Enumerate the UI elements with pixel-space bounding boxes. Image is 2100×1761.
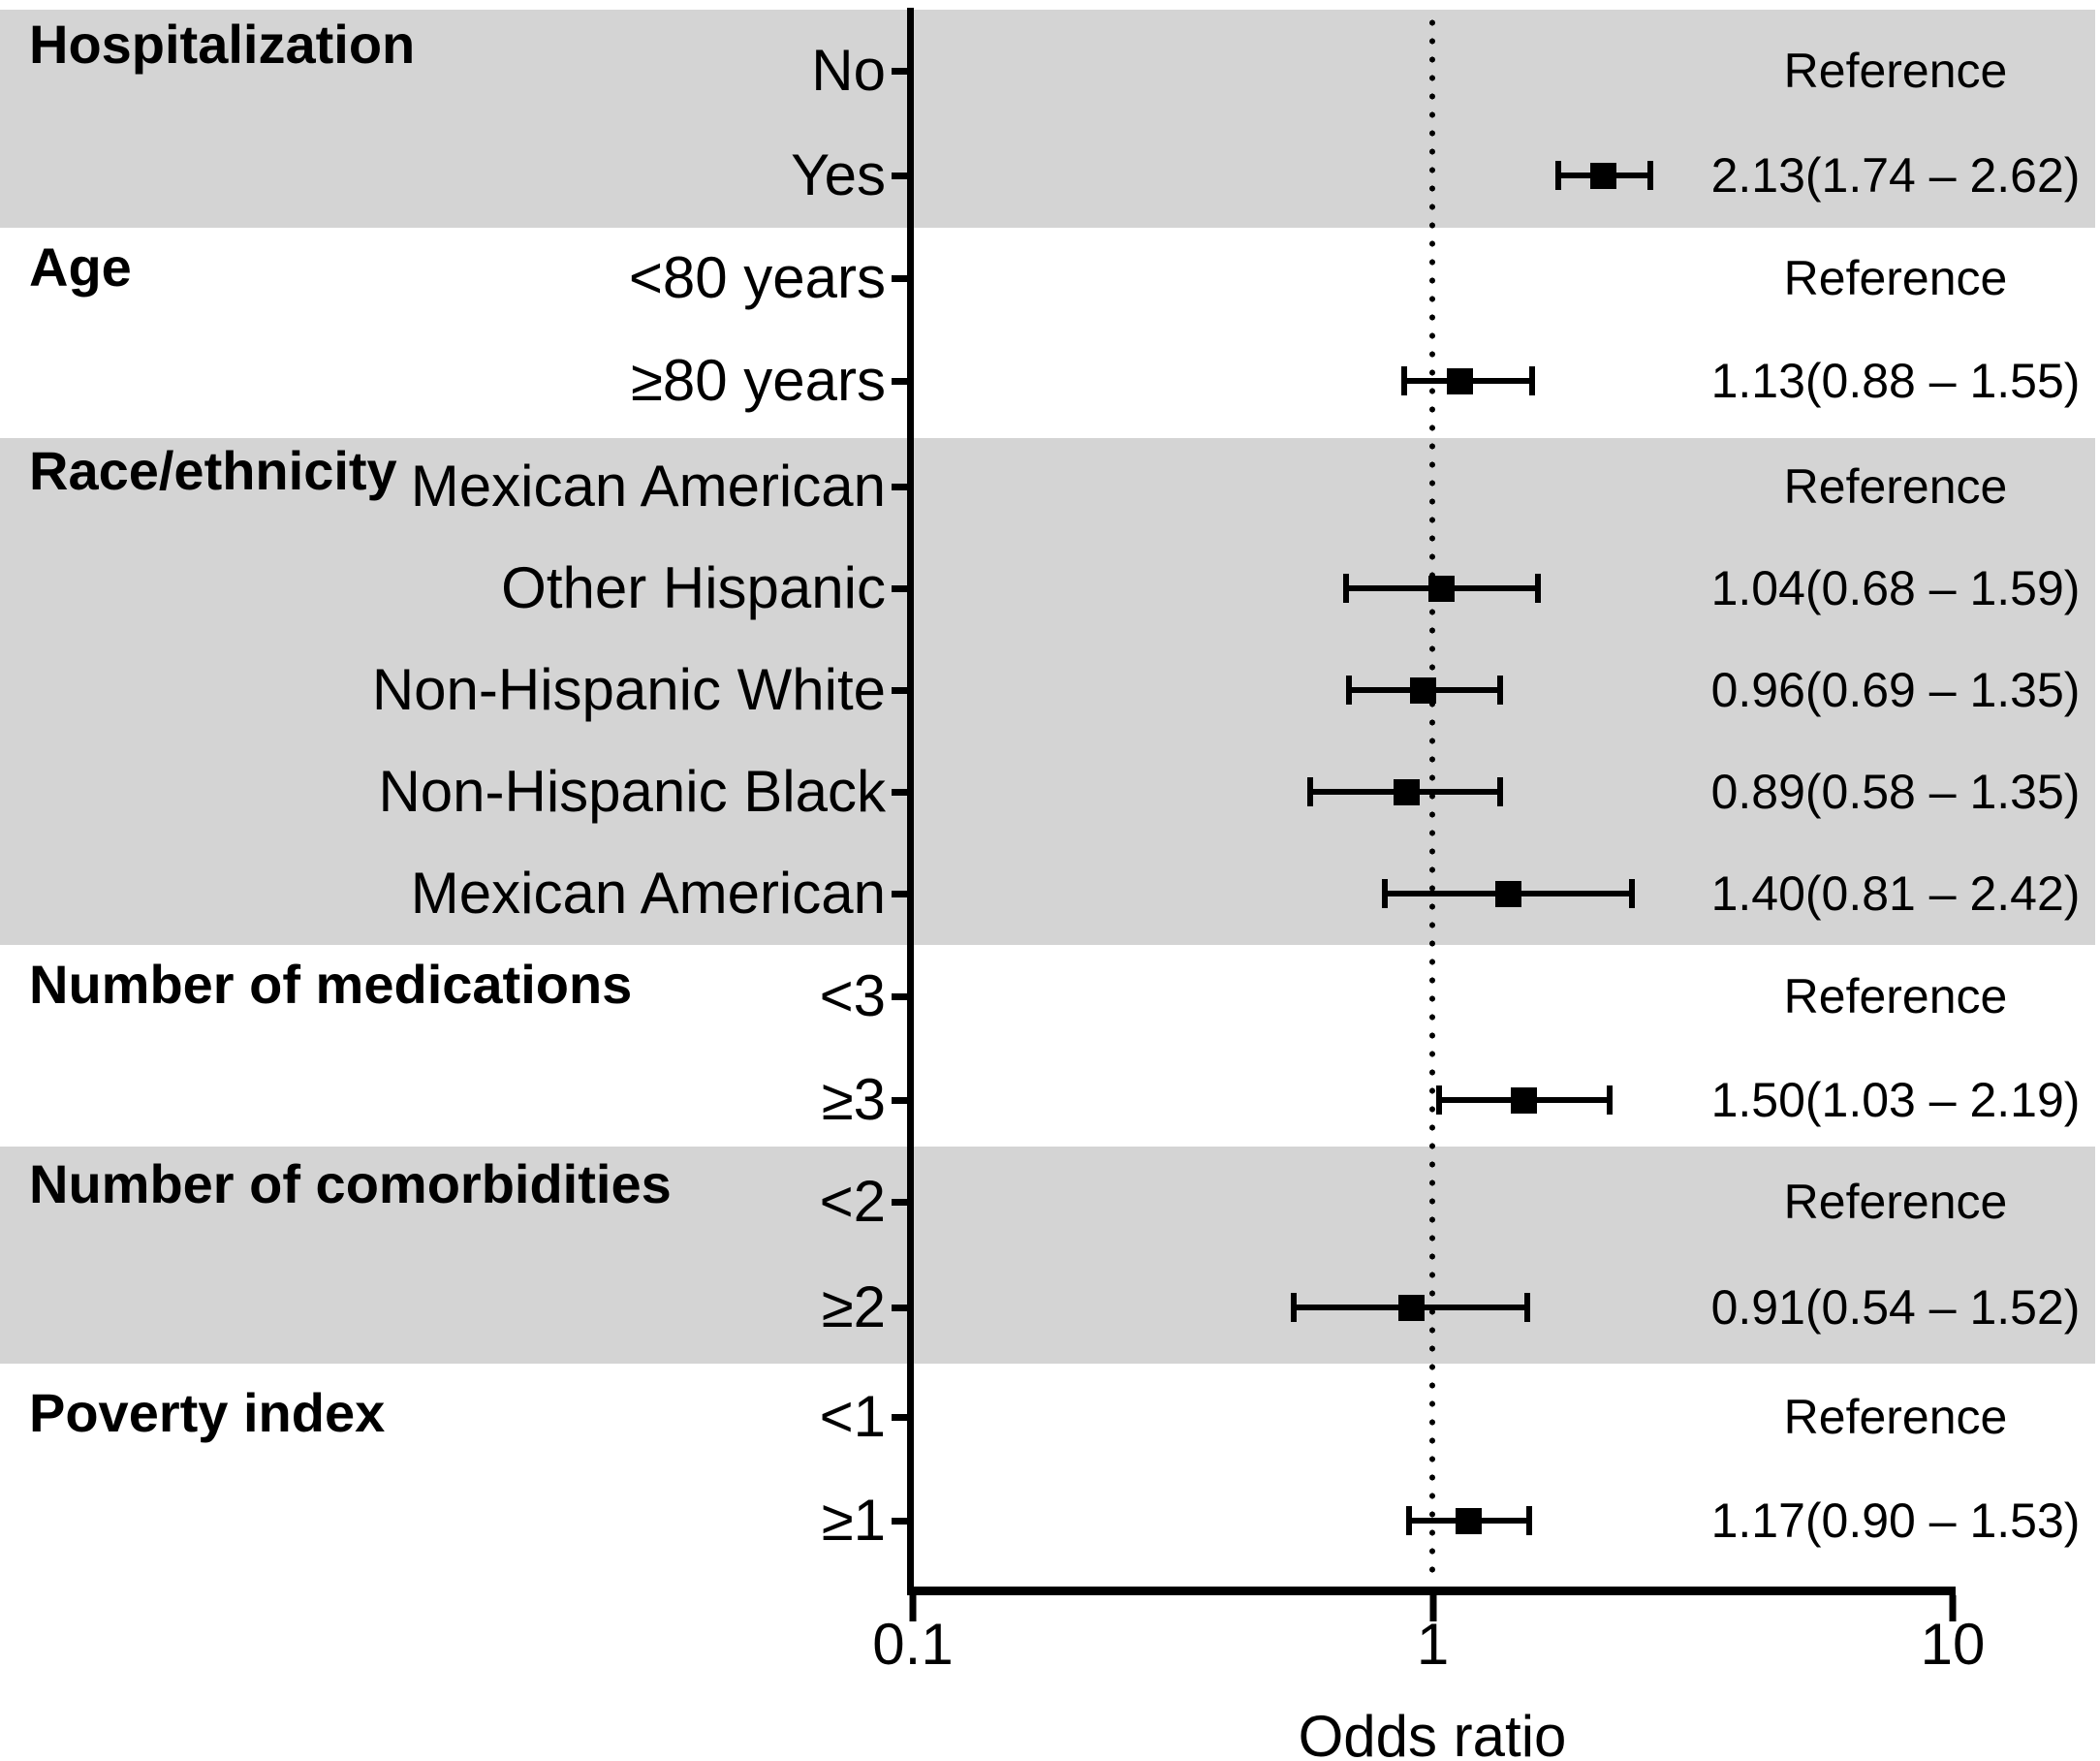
ci-cap-high bbox=[1497, 777, 1504, 806]
ci-cap-low bbox=[1400, 366, 1407, 395]
ci-cap-low bbox=[1382, 879, 1389, 908]
x-axis-tick bbox=[909, 1595, 917, 1621]
section-shaded-band bbox=[0, 438, 2095, 945]
row-value-label: Reference bbox=[1783, 1175, 2008, 1229]
ci-cap-high bbox=[1525, 1506, 1532, 1535]
row-value-label: Reference bbox=[1783, 969, 2008, 1023]
row-label: ≥80 years bbox=[630, 348, 886, 413]
row-axis-tick bbox=[892, 172, 910, 179]
row-label: <3 bbox=[819, 963, 886, 1028]
row-label: Non-Hispanic Black bbox=[378, 759, 886, 824]
ci-cap-high bbox=[1607, 1085, 1614, 1115]
row-value-label: 1.13(0.88 – 1.55) bbox=[1710, 354, 2081, 408]
row-value-label: Reference bbox=[1783, 251, 2008, 305]
row-axis-tick bbox=[892, 584, 910, 592]
row-label: Non-Hispanic White bbox=[371, 657, 886, 722]
row-axis-tick bbox=[892, 1096, 910, 1104]
odds-ratio-marker bbox=[1428, 575, 1456, 602]
row-axis-tick bbox=[892, 1517, 910, 1525]
row-label: Other Hispanic bbox=[501, 555, 886, 620]
x-axis-tick-label: 0.1 bbox=[872, 1612, 954, 1677]
row-value-label: Reference bbox=[1783, 44, 2008, 98]
category-label: Hospitalization bbox=[29, 14, 416, 75]
reference-dotted-line bbox=[1429, 14, 1435, 1584]
x-axis-tick-label: 10 bbox=[1920, 1612, 1986, 1677]
row-label: <2 bbox=[819, 1169, 886, 1234]
ci-cap-low bbox=[1346, 676, 1353, 705]
row-label: ≥1 bbox=[821, 1488, 886, 1553]
row-value-label: Reference bbox=[1783, 1390, 2008, 1444]
odds-ratio-marker bbox=[1495, 880, 1522, 907]
row-value-label: 1.17(0.90 – 1.53) bbox=[1710, 1494, 2081, 1548]
odds-ratio-marker bbox=[1455, 1507, 1482, 1534]
category-label: Number of comorbidities bbox=[29, 1153, 672, 1214]
row-label: No bbox=[811, 38, 886, 103]
x-axis-tick bbox=[1429, 1595, 1436, 1621]
row-label: Mexican American bbox=[410, 861, 886, 926]
row-axis-tick bbox=[892, 992, 910, 1000]
odds-ratio-marker bbox=[1398, 1294, 1426, 1321]
row-axis-tick bbox=[892, 1413, 910, 1421]
row-axis-tick bbox=[892, 686, 910, 694]
x-axis-tick bbox=[1949, 1595, 1957, 1621]
category-label: Age bbox=[29, 236, 132, 298]
ci-cap-low bbox=[1405, 1506, 1412, 1535]
row-value-label: 0.96(0.69 – 1.35) bbox=[1710, 663, 2081, 717]
row-axis-tick bbox=[892, 1198, 910, 1206]
odds-ratio-marker bbox=[1511, 1086, 1538, 1114]
row-axis-tick bbox=[892, 788, 910, 796]
ci-cap-low bbox=[1436, 1085, 1443, 1115]
row-axis-tick bbox=[892, 67, 910, 75]
x-axis-line bbox=[907, 1587, 1956, 1595]
ci-cap-high bbox=[1629, 879, 1636, 908]
ci-cap-high bbox=[1528, 366, 1535, 395]
row-value-label: 0.91(0.54 – 1.52) bbox=[1710, 1280, 2081, 1335]
row-value-label: 1.50(1.03 – 2.19) bbox=[1710, 1073, 2081, 1127]
row-value-label: 1.40(0.81 – 2.42) bbox=[1710, 866, 2081, 921]
row-label: ≥2 bbox=[821, 1274, 886, 1339]
category-label: Poverty index bbox=[29, 1382, 386, 1443]
section-shaded-band bbox=[0, 10, 2095, 228]
odds-ratio-marker bbox=[1590, 162, 1617, 189]
row-axis-tick bbox=[892, 483, 910, 490]
ci-cap-low bbox=[1554, 161, 1561, 190]
row-axis-tick bbox=[892, 274, 910, 282]
ci-cap-high bbox=[1497, 676, 1504, 705]
row-label: Yes bbox=[791, 142, 886, 207]
ci-cap-high bbox=[1646, 161, 1653, 190]
category-label: Race/ethnicity bbox=[29, 440, 397, 501]
x-axis-tick-label: 1 bbox=[1416, 1612, 1450, 1677]
ci-cap-low bbox=[1342, 574, 1349, 603]
y-axis-spine bbox=[907, 8, 914, 1595]
row-label: Mexican American bbox=[410, 454, 886, 519]
row-value-label: 0.89(0.58 – 1.35) bbox=[1710, 765, 2081, 819]
row-label: <1 bbox=[819, 1384, 886, 1449]
category-label: Number of medications bbox=[29, 954, 633, 1015]
x-axis-title: Odds ratio bbox=[1298, 1704, 1567, 1761]
row-value-label: Reference bbox=[1783, 459, 2008, 514]
row-value-label: 2.13(1.74 – 2.62) bbox=[1710, 148, 2081, 203]
odds-ratio-marker bbox=[1393, 778, 1420, 805]
ci-cap-high bbox=[1524, 1293, 1531, 1322]
odds-ratio-marker bbox=[1447, 367, 1474, 394]
row-axis-tick bbox=[892, 377, 910, 385]
ci-cap-high bbox=[1534, 574, 1541, 603]
ci-cap-low bbox=[1306, 777, 1313, 806]
row-axis-tick bbox=[892, 1304, 910, 1311]
row-axis-tick bbox=[892, 890, 910, 897]
row-label: <80 years bbox=[628, 245, 886, 310]
row-label: ≥3 bbox=[821, 1067, 886, 1132]
odds-ratio-marker bbox=[1410, 676, 1437, 704]
ci-cap-low bbox=[1290, 1293, 1297, 1322]
row-value-label: 1.04(0.68 – 1.59) bbox=[1710, 561, 2081, 615]
section-shaded-band bbox=[0, 1147, 2095, 1364]
